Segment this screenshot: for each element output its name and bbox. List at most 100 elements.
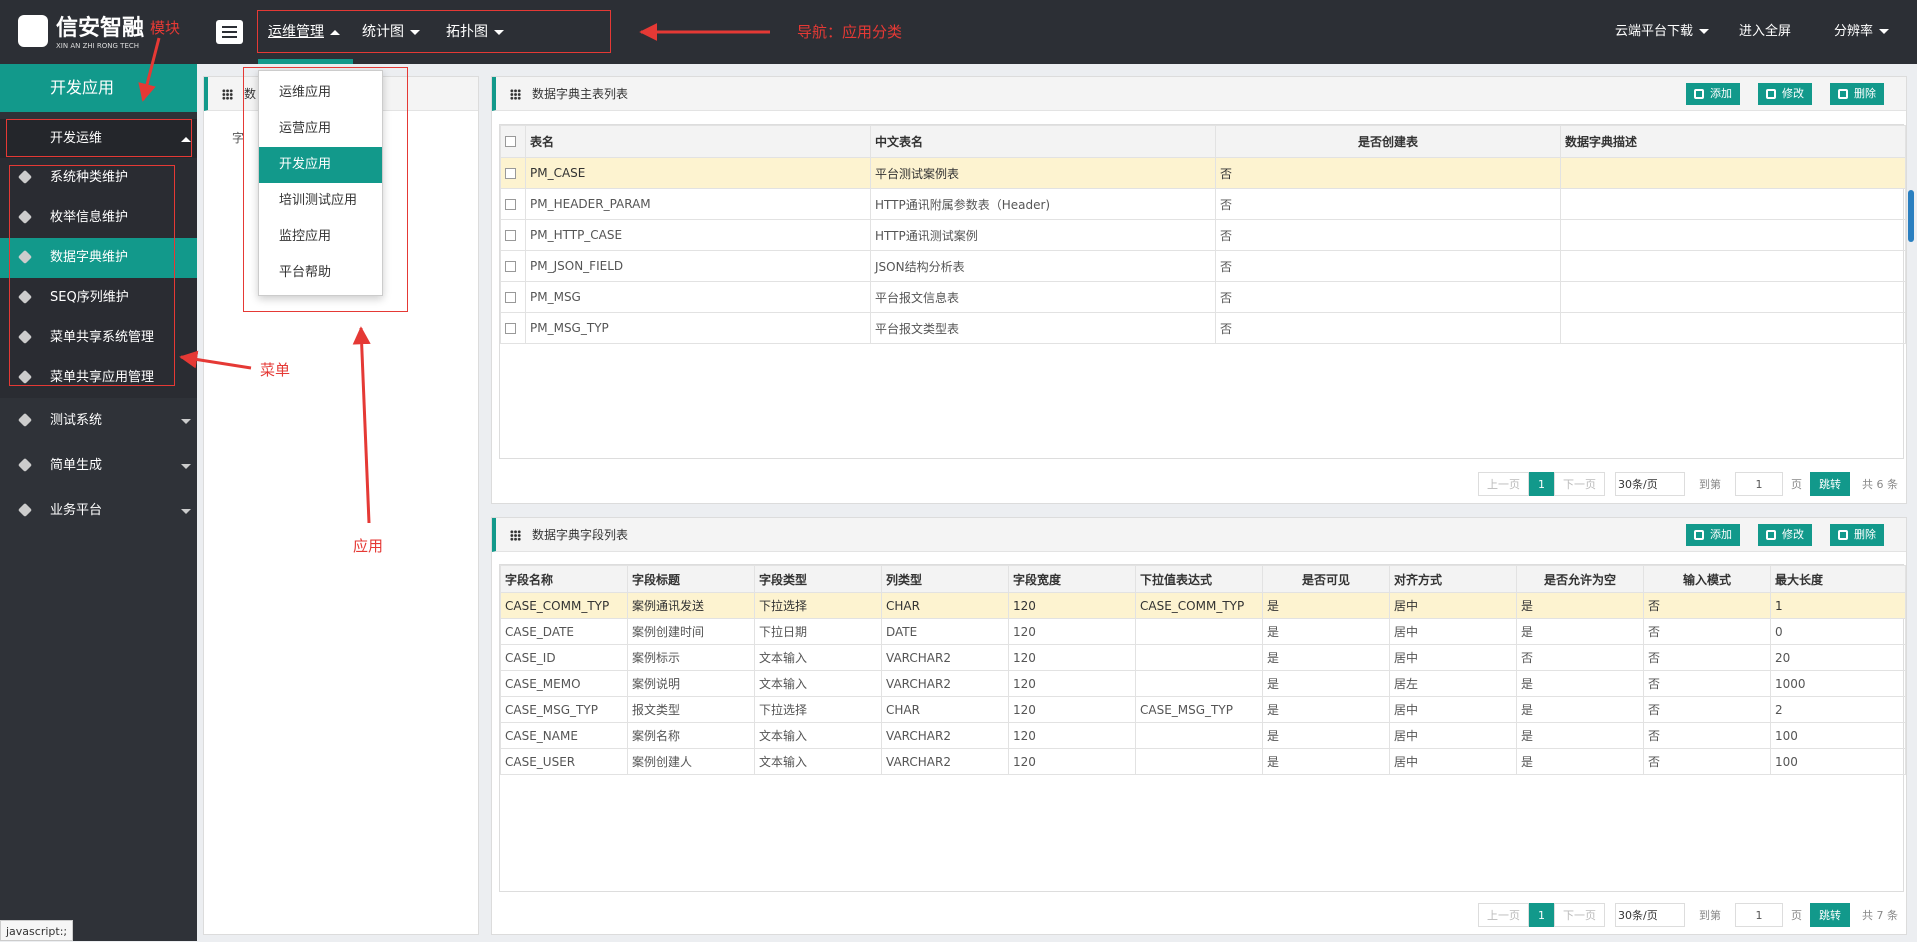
menu-group[interactable]: 测试系统	[0, 401, 197, 441]
checkbox[interactable]	[505, 136, 516, 147]
table-cell: 居中	[1389, 618, 1517, 645]
tree-node[interactable]: 字	[232, 131, 245, 145]
table-cell	[1560, 281, 1906, 313]
total-count: 共 7 条	[1862, 909, 1898, 922]
table-cell: VARCHAR2	[881, 644, 1009, 671]
table-cell	[1135, 670, 1263, 697]
table-cell: 否	[1215, 188, 1561, 220]
table-cell: VARCHAR2	[881, 670, 1009, 697]
module-title[interactable]: 开发应用	[0, 64, 197, 112]
checkbox[interactable]	[505, 167, 516, 179]
dropdown-item[interactable]: 监控应用	[279, 229, 332, 244]
table-cell: PM_MSG_TYP	[525, 312, 871, 344]
toolbar-button[interactable]: 添加	[1686, 83, 1740, 105]
checkbox[interactable]	[505, 291, 516, 303]
column-header: 最大长度	[1770, 565, 1906, 593]
checkbox[interactable]	[505, 198, 516, 210]
dropdown-item[interactable]: 运营应用	[279, 121, 332, 136]
table-row[interactable]: CASE_NAME 案例名称 文本输入 VARCHAR2 120 是居中是否 100	[500, 722, 1906, 749]
next-page[interactable]: 下一页	[1554, 472, 1605, 496]
page-number[interactable]: 1	[1529, 903, 1554, 927]
table-row[interactable]: CASE_DATE 案例创建时间 下拉日期 DATE 120 是居中是否 0	[500, 618, 1906, 645]
menu-item[interactable]: 数据字典维护	[0, 238, 197, 278]
nav-item[interactable]: 统计图	[362, 0, 420, 64]
page-input[interactable]: 1	[1735, 472, 1783, 496]
table-row[interactable]: PM_CASE 平台测试案例表否	[500, 157, 1906, 189]
menu-toggle[interactable]	[216, 20, 243, 44]
table-row[interactable]: PM_MSG 平台报文信息表否	[500, 281, 1906, 313]
prev-page[interactable]: 上一页	[1478, 903, 1529, 927]
table-cell: 居中	[1389, 644, 1517, 671]
nav-item[interactable]: 拓扑图	[446, 0, 504, 64]
header-link[interactable]: 分辨率	[1834, 0, 1890, 64]
column-header: 输入模式	[1643, 565, 1771, 593]
menu-item[interactable]: 系统种类维护	[0, 158, 197, 198]
button-icon	[1694, 89, 1704, 99]
table-cell: VARCHAR2	[881, 748, 1009, 775]
annotation-box	[257, 10, 611, 53]
toolbar-button[interactable]: 修改	[1758, 524, 1812, 546]
table-cell: CASE_MSG_TYP	[500, 696, 628, 723]
dropdown-item[interactable]: 平台帮助	[279, 265, 332, 280]
annotation: 菜单	[260, 361, 291, 379]
dropdown-menu: 运维应用运营应用开发应用培训测试应用 监控应用平台帮助	[258, 70, 383, 296]
menu-group[interactable]: 业务平台	[0, 491, 197, 531]
jump-button[interactable]: 跳转	[1810, 903, 1850, 927]
table-row[interactable]: CASE_ID 案例标示 文本输入 VARCHAR2 120 是居中否否 20	[500, 644, 1906, 671]
table-cell: CASE_MEMO	[500, 670, 628, 697]
menu-item[interactable]: 枚举信息维护	[0, 198, 197, 238]
page-size[interactable]: 30条/页	[1615, 903, 1685, 927]
page-size[interactable]: 30条/页	[1615, 472, 1685, 496]
table-row[interactable]: CASE_MSG_TYP 报文类型 下拉选择 CHAR 120 CASE_MSG_TYP 是…	[500, 696, 1906, 723]
table-cell: 1	[1770, 592, 1906, 619]
toolbar-button[interactable]: 删除	[1830, 524, 1884, 546]
prev-page[interactable]: 上一页	[1478, 472, 1529, 496]
toolbar-button[interactable]: 删除	[1830, 83, 1884, 105]
table-cell: CASE_DATE	[500, 618, 628, 645]
data-table: 表名 中文表名 是否创建表 数据字典描述 PM_CASE 平台测试案例表否 PM_HEADE…	[500, 125, 1906, 344]
checkbox[interactable]	[505, 229, 516, 241]
table-cell: 居中	[1389, 696, 1517, 723]
toolbar-button[interactable]: 添加	[1686, 524, 1740, 546]
table-cell: JSON结构分析表	[870, 250, 1216, 282]
menu-item[interactable]: 菜单共享应用管理	[0, 358, 197, 398]
table-cell: CASE_COMM_TYP	[1135, 592, 1263, 619]
table-row[interactable]: CASE_MEMO 案例说明 文本输入 VARCHAR2 120 是居左是否 1000	[500, 670, 1906, 697]
table-row[interactable]: PM_MSG_TYP 平台报文类型表否	[500, 312, 1906, 344]
table-cell	[1560, 219, 1906, 251]
caret	[1699, 29, 1710, 34]
next-page[interactable]: 下一页	[1554, 903, 1605, 927]
table-cell: PM_HTTP_CASE	[525, 219, 871, 251]
table-cell: 是	[1516, 618, 1644, 645]
table-row[interactable]: PM_JSON_FIELD JSON结构分析表否	[500, 250, 1906, 282]
menu-item[interactable]: 菜单共享系统管理	[0, 318, 197, 358]
page-number[interactable]: 1	[1529, 472, 1554, 496]
logo-title: 信安智融	[56, 16, 145, 41]
button-icon	[1766, 89, 1776, 99]
jump-button[interactable]: 跳转	[1810, 472, 1850, 496]
toolbar-button[interactable]: 修改	[1758, 83, 1812, 105]
group-title[interactable]: 开发运维	[0, 119, 197, 159]
checkbox[interactable]	[505, 322, 516, 334]
check-cell	[500, 219, 526, 251]
nav-item[interactable]: 运维管理	[268, 0, 340, 64]
menu-group[interactable]: 简单生成	[0, 446, 197, 486]
check-cell	[500, 281, 526, 313]
table-row[interactable]: CASE_USER 案例创建人 文本输入 VARCHAR2 120 是居中是否 100	[500, 748, 1906, 775]
dropdown-item[interactable]: 培训测试应用	[279, 193, 358, 208]
table-cell: 是	[1516, 670, 1644, 697]
menu-item[interactable]: SEQ序列维护	[0, 278, 197, 318]
table-cell: PM_HEADER_PARAM	[525, 188, 871, 220]
column-header: 表名	[525, 125, 871, 158]
table-row[interactable]: PM_HEADER_PARAM HTTP通讯附属参数表（Header) 否	[500, 188, 1906, 220]
checkbox[interactable]	[505, 260, 516, 272]
table-row[interactable]: CASE_COMM_TYP 案例通讯发送 下拉选择 CHAR 120 CASE_COMM_…	[500, 592, 1906, 619]
table-cell: CASE_NAME	[500, 722, 628, 749]
header-link[interactable]: 进入全屏	[1739, 0, 1791, 64]
dropdown-item[interactable]: 开发应用	[259, 147, 382, 183]
page-input[interactable]: 1	[1735, 903, 1783, 927]
table-row[interactable]: PM_HTTP_CASE HTTP通讯测试案例否	[500, 219, 1906, 251]
dropdown-item[interactable]: 运维应用	[279, 85, 332, 100]
table-cell: 案例通讯发送	[627, 592, 755, 619]
header-link[interactable]: 云端平台下载	[1615, 0, 1710, 64]
